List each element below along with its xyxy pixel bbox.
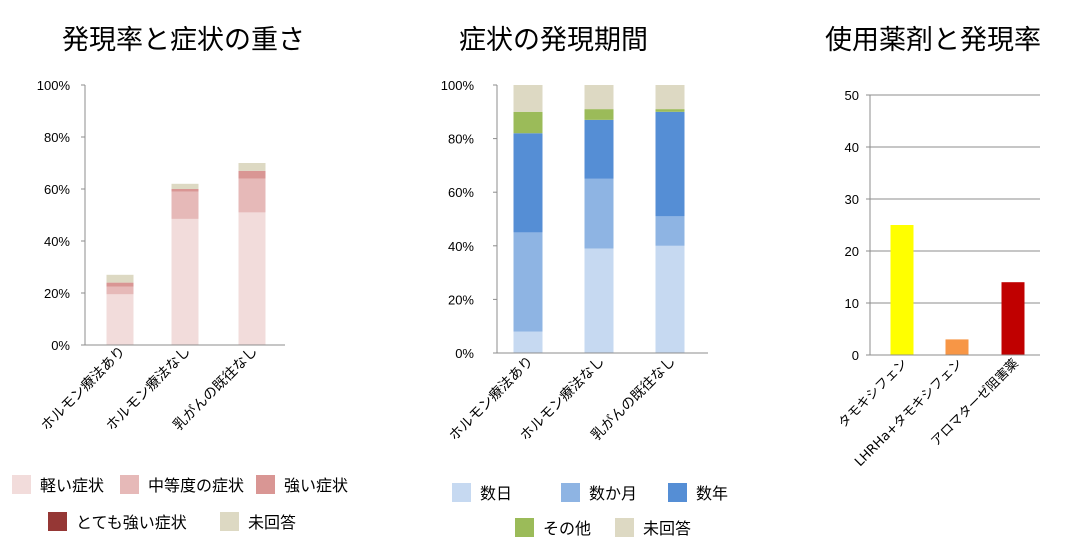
chart1-legend-swatch xyxy=(12,474,31,494)
chart2-legend-swatch xyxy=(615,517,634,537)
chart2-y-tick-label: 100% xyxy=(441,78,475,93)
chart2-bar-segment xyxy=(584,109,614,120)
chart2-legend-label: 数年 xyxy=(696,484,729,503)
chart3-y-tick-label: 20 xyxy=(845,244,859,259)
chart2-legend-swatch xyxy=(668,482,687,502)
chart1-legend-swatch xyxy=(48,511,67,531)
chart2-bar-segment xyxy=(655,85,685,110)
chart2-legend-swatch xyxy=(561,482,580,502)
chart2-bar-segment xyxy=(513,331,543,353)
chart2-bar-segment xyxy=(584,119,614,179)
chart1-bar-segment xyxy=(106,274,134,283)
chart1-y-tick-label: 40% xyxy=(44,234,70,249)
chart1-legend-item: 軽い症状 xyxy=(12,472,104,496)
chart2-y-tick-label: 60% xyxy=(448,185,474,200)
chart1-bar-segment xyxy=(238,178,266,213)
chart2-bar-segment xyxy=(655,216,685,246)
chart1-bar-segment xyxy=(171,218,199,345)
chart1-bar-segment xyxy=(171,183,199,189)
chart2-legend-item: 数か月 xyxy=(561,480,637,504)
chart2-legend-label: その他 xyxy=(543,519,592,538)
chart1-legend-swatch xyxy=(256,474,275,494)
chart3-bar xyxy=(890,225,914,355)
chart1-y-tick-label: 20% xyxy=(44,286,70,301)
chart1-title: 発現率と症状の重さ xyxy=(62,25,305,56)
chart1-legend-label: 未回答 xyxy=(248,513,297,532)
chart1-y-tick-label: 100% xyxy=(37,78,71,93)
chart1-legend-label: 中等度の症状 xyxy=(148,476,245,495)
chart2-bar-segment xyxy=(655,111,685,217)
chart2-bar-segment xyxy=(584,178,614,249)
chart3-bar xyxy=(945,339,969,355)
chart2-legend-swatch xyxy=(515,517,534,537)
chart1-legend-label: とても強い症状 xyxy=(76,513,187,532)
chart1-legend-label: 強い症状 xyxy=(284,476,349,495)
chart3-y-tick-label: 10 xyxy=(845,296,859,311)
chart1-legend-swatch xyxy=(220,511,239,531)
chart2-legend-label: 未回答 xyxy=(643,519,692,538)
chart2-bar-segment xyxy=(513,111,543,134)
chart2-bar-segment xyxy=(655,245,685,353)
chart3-y-tick-label: 0 xyxy=(852,348,859,363)
chart2-y-tick-label: 80% xyxy=(448,132,474,147)
chart2-legend-swatch xyxy=(452,482,471,502)
chart2-y-tick-label: 0% xyxy=(455,346,474,361)
chart1-bar-segment xyxy=(238,170,266,179)
chart3-y-tick-label: 40 xyxy=(845,140,859,155)
chart2-legend-item: その他 xyxy=(515,515,591,539)
chart1-y-tick-label: 60% xyxy=(44,182,70,197)
chart1-bar-segment xyxy=(106,294,134,345)
chart2-y-tick-label: 40% xyxy=(448,239,474,254)
chart3-y-tick-label: 30 xyxy=(845,192,859,207)
chart1-y-tick-label: 80% xyxy=(44,130,70,145)
chart2-bar-segment xyxy=(655,109,685,112)
chart1-bar-segment xyxy=(106,286,134,295)
chart1-legend-label: 軽い症状 xyxy=(40,476,105,495)
chart3-title: 使用薬剤と発現率 xyxy=(825,25,1041,56)
chart1-legend-item: 強い症状 xyxy=(256,472,348,496)
chart2-legend-item: 未回答 xyxy=(615,515,691,539)
chart1-legend-item: 未回答 xyxy=(220,509,296,533)
chart2-legend-item: 数日 xyxy=(452,480,512,504)
chart2-title: 症状の発現期間 xyxy=(459,25,648,56)
chart1-bar-segment xyxy=(106,282,134,287)
chart1-legend-swatch xyxy=(120,474,139,494)
chart2-bar-segment xyxy=(513,133,543,233)
chart2-legend-item: 数年 xyxy=(668,480,728,504)
chart1-legend-item: 中等度の症状 xyxy=(120,472,244,496)
chart3-category-label: LHRHa+タモキシフェン xyxy=(852,356,966,470)
chart1-y-tick-label: 0% xyxy=(51,338,70,353)
chart2-bar-segment xyxy=(513,85,543,112)
chart2-y-tick-label: 20% xyxy=(448,292,474,307)
chart1-bar-segment xyxy=(238,212,266,345)
chart1-bar-segment xyxy=(238,163,266,171)
chart2-legend-label: 数日 xyxy=(480,484,513,503)
chart3-bar xyxy=(1001,282,1025,355)
chart3-y-tick-label: 50 xyxy=(845,88,859,103)
chart1-bar-segment xyxy=(171,189,199,192)
chart2-bar-segment xyxy=(513,232,543,332)
chart2-legend-label: 数か月 xyxy=(589,484,638,503)
chart2-bar-segment xyxy=(584,248,614,353)
chart1-legend-item: とても強い症状 xyxy=(48,509,187,533)
chart2-bar-segment xyxy=(584,85,614,110)
chart1-bar-segment xyxy=(171,191,199,219)
